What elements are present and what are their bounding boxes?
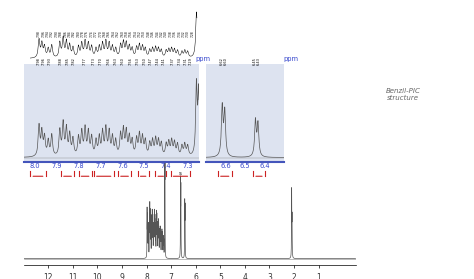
Text: ppm: ppm [196,56,211,62]
Text: s: s [163,140,165,145]
Text: 7.76: 7.76 [85,31,89,37]
Text: 7.64: 7.64 [111,31,116,37]
Text: 7.70: 7.70 [99,31,102,37]
Text: 7.34: 7.34 [177,31,182,37]
Text: 7.68: 7.68 [103,31,107,37]
Text: 7.85: 7.85 [65,57,70,65]
Text: 7.93: 7.93 [48,57,52,65]
Text: 7.46: 7.46 [151,31,155,37]
Text: 7.60: 7.60 [120,57,124,65]
Text: 7.44: 7.44 [155,31,159,37]
Text: 7.66: 7.66 [107,57,111,65]
Text: 7.32: 7.32 [182,31,186,37]
Text: 7.73: 7.73 [92,57,96,65]
Text: 7.56: 7.56 [129,57,133,65]
Text: 6.60: 6.60 [224,57,228,65]
Text: 6.45: 6.45 [253,57,257,65]
Text: 7.44: 7.44 [155,57,159,65]
Text: 7.31: 7.31 [184,57,188,65]
Text: 7.98: 7.98 [37,31,41,37]
Text: 7.53: 7.53 [136,57,140,65]
Text: 7.30: 7.30 [186,31,190,37]
Text: 7.50: 7.50 [142,30,146,37]
Text: 7.58: 7.58 [125,31,129,37]
Text: 7.72: 7.72 [94,31,98,37]
Text: 7.77: 7.77 [83,57,87,65]
Text: 7.82: 7.82 [72,31,76,37]
Text: 7.70: 7.70 [99,57,102,65]
Text: 7.63: 7.63 [114,57,118,65]
Text: 7.90: 7.90 [55,30,59,37]
Text: 7.29: 7.29 [188,57,192,65]
Text: Benzil-PIC
structure: Benzil-PIC structure [385,88,420,101]
Text: 7.28: 7.28 [191,31,194,37]
Text: 7.86: 7.86 [64,31,67,37]
Text: 7.50: 7.50 [142,57,146,65]
Text: 7.52: 7.52 [138,31,142,37]
Text: 6.62: 6.62 [220,57,224,65]
Text: 7.80: 7.80 [76,31,81,37]
Text: 6.43: 6.43 [257,57,261,65]
Text: 7.88: 7.88 [59,57,63,65]
Text: 7.84: 7.84 [68,31,72,37]
Text: 7.37: 7.37 [171,57,175,65]
Text: 7.82: 7.82 [72,57,76,65]
Text: 7.66: 7.66 [107,30,111,37]
Text: 7.41: 7.41 [162,57,166,65]
Text: 7.88: 7.88 [59,31,63,37]
Text: 7.74: 7.74 [90,31,94,37]
Text: ppm: ppm [283,56,299,62]
Text: 7.92: 7.92 [50,31,54,37]
Text: 7.47: 7.47 [149,57,153,65]
Text: 7.60: 7.60 [120,30,124,37]
Text: 7.40: 7.40 [164,31,168,37]
Text: 7.38: 7.38 [169,31,173,37]
Text: 7.34: 7.34 [177,57,182,65]
Text: 7.78: 7.78 [81,31,85,37]
Text: 7.54: 7.54 [134,31,137,37]
Text: 7.42: 7.42 [160,31,164,37]
Text: 7.48: 7.48 [146,31,151,37]
Text: 7.56: 7.56 [129,30,133,37]
Text: 7.96: 7.96 [41,57,46,65]
Text: 7.96: 7.96 [41,30,46,37]
Text: 7.94: 7.94 [46,31,50,37]
Text: 7.62: 7.62 [116,31,120,37]
Text: 7.98: 7.98 [37,57,41,65]
Text: s: s [179,170,182,175]
Text: 7.36: 7.36 [173,31,177,37]
